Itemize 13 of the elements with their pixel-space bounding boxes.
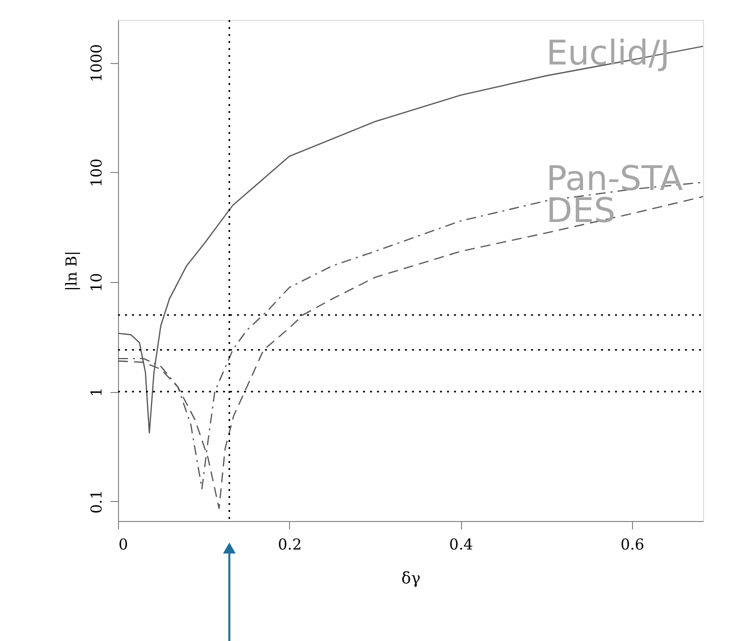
x-tick-label: 0 xyxy=(118,536,128,554)
y-tick-label: 0.1 xyxy=(88,490,106,514)
x-axis-title: δγ xyxy=(401,568,421,588)
series-label: Euclid/J xyxy=(546,34,670,74)
y-tick-label: 1 xyxy=(88,387,106,397)
y-axis-title: |ln B| xyxy=(62,250,80,292)
x-tick-label: 0.4 xyxy=(449,536,474,554)
x-tick-label: 0.2 xyxy=(278,536,302,554)
series-label: DES xyxy=(546,190,616,231)
y-tick-label: 10 xyxy=(88,272,106,292)
y-tick-label: 100 xyxy=(88,158,106,188)
y-tick-label: 1000 xyxy=(88,44,106,82)
x-tick-label: 0.6 xyxy=(620,536,644,554)
